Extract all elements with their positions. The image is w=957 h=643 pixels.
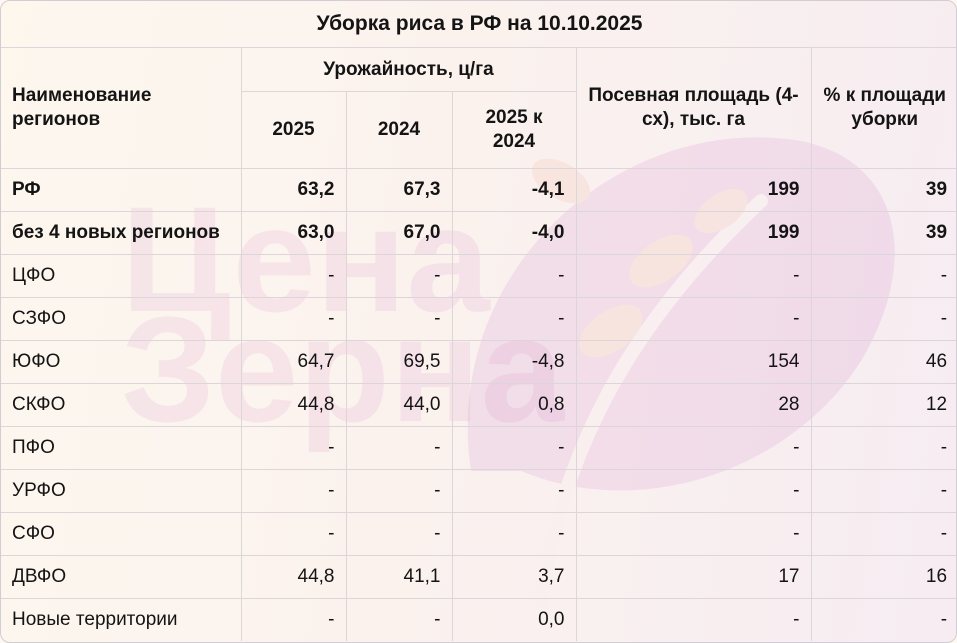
cell-yield-2025: 44,8 xyxy=(240,555,347,599)
cell-sown-area: - xyxy=(575,254,812,298)
cell-yield-2024: 69,5 xyxy=(345,340,453,384)
table-row: УРФО - - - - - xyxy=(1,469,956,513)
cell-yield-2024: - xyxy=(345,297,453,341)
table-row: СФО - - - - - xyxy=(1,512,956,556)
cell-yield-diff: - xyxy=(451,297,577,341)
cell-harvest-percent: - xyxy=(810,469,956,513)
cell-region-name: ЮФО xyxy=(1,340,242,384)
cell-region-name: РФ xyxy=(1,168,242,212)
cell-sown-area: - xyxy=(575,469,812,513)
cell-yield-2025: 63,0 xyxy=(240,211,347,255)
cell-region-name: без 4 новых регионов xyxy=(1,211,242,255)
cell-yield-2025: - xyxy=(240,598,347,641)
table-row: Новые территории - -0,0- - xyxy=(1,598,956,641)
table-row: ДВФО 44,8 41,1 3,7 17 16 xyxy=(1,555,956,599)
cell-sown-area: 28 xyxy=(575,383,812,427)
cell-yield-2025: 63,2 xyxy=(240,168,347,212)
table-row: СКФО 44,8 44,0 0,8 28 12 xyxy=(1,383,956,427)
cell-yield-diff: -4,8 xyxy=(451,340,577,384)
cell-region-name: СКФО xyxy=(1,383,242,427)
header-region-name: Наименование регионов xyxy=(1,47,242,169)
cell-yield-2024: 44,0 xyxy=(345,383,453,427)
cell-region-name: Новые территории xyxy=(1,598,242,641)
cell-yield-2024: - xyxy=(345,254,453,298)
cell-sown-area: 17 xyxy=(575,555,812,599)
cell-yield-diff: 3,7 xyxy=(451,555,577,599)
page-title: Уборка риса в РФ на 10.10.2025 xyxy=(1,1,956,48)
cell-yield-2024: 67,0 xyxy=(345,211,453,255)
cell-harvest-percent: 12 xyxy=(810,383,956,427)
cell-harvest-percent: - xyxy=(810,426,956,470)
cell-harvest-percent: - xyxy=(810,512,956,556)
cell-sown-area: - xyxy=(575,426,812,470)
cell-yield-diff: - xyxy=(451,469,577,513)
cell-yield-2025: 44,8 xyxy=(240,383,347,427)
table-row: ЮФО 64,7 69,5 -4,8 154 46 xyxy=(1,340,956,384)
cell-sown-area: - xyxy=(575,512,812,556)
cell-yield-2025: 64,7 xyxy=(240,340,347,384)
cell-yield-diff: - xyxy=(451,426,577,470)
cell-harvest-percent: 46 xyxy=(810,340,956,384)
cell-harvest-percent: 39 xyxy=(810,211,956,255)
cell-sown-area: 154 xyxy=(575,340,812,384)
table-row: РФ 63,2 67,3 -4,1 199 39 xyxy=(1,168,956,212)
cell-yield-2024: - xyxy=(345,426,453,470)
cell-sown-area: 199 xyxy=(575,168,812,212)
cell-region-name: ДВФО xyxy=(1,555,242,599)
table-row: ПФО - - - - - xyxy=(1,426,956,470)
header-sown-area: Посевная площадь (4-сх), тыс. га xyxy=(575,47,812,169)
cell-yield-2024: 67,3 xyxy=(345,168,453,212)
cell-sown-area: - xyxy=(575,297,812,341)
cell-yield-2024: - xyxy=(345,598,453,641)
cell-yield-diff: 0,0 xyxy=(451,598,577,641)
cell-yield-2025: - xyxy=(240,469,347,513)
cell-region-name: ПФО xyxy=(1,426,242,470)
cell-region-name: ЦФО xyxy=(1,254,242,298)
header-yield-group: Урожайность, ц/га xyxy=(240,47,577,92)
cell-harvest-percent: - xyxy=(810,254,956,298)
cell-region-name: УРФО xyxy=(1,469,242,513)
cell-harvest-percent: 39 xyxy=(810,168,956,212)
cell-harvest-percent: - xyxy=(810,297,956,341)
cell-yield-diff: -4,1 xyxy=(451,168,577,212)
cell-harvest-percent: - xyxy=(810,598,956,641)
cell-yield-2025: - xyxy=(240,254,347,298)
cell-yield-2024: - xyxy=(345,469,453,513)
header-year-2025: 2025 xyxy=(241,91,347,169)
cell-yield-diff: -4,0 xyxy=(451,211,577,255)
table-row: ЦФО - - - - - xyxy=(1,254,956,298)
header-year-2024: 2024 xyxy=(345,91,453,169)
cell-harvest-percent: 16 xyxy=(810,555,956,599)
cell-yield-diff: - xyxy=(451,254,577,298)
cell-yield-diff: 0,8 xyxy=(451,383,577,427)
cell-yield-diff: - xyxy=(451,512,577,556)
table-row: СЗФО - - - - - xyxy=(1,297,956,341)
cell-yield-2025: - xyxy=(240,512,347,556)
cell-yield-2024: 41,1 xyxy=(345,555,453,599)
header-harvest-percent: % к площади уборки xyxy=(810,47,956,169)
cell-sown-area: - xyxy=(575,598,812,641)
cell-sown-area: 199 xyxy=(575,211,812,255)
cell-region-name: СФО xyxy=(1,512,242,556)
cell-yield-2025: - xyxy=(240,297,347,341)
cell-yield-2025: - xyxy=(240,426,347,470)
cell-yield-2024: - xyxy=(345,512,453,556)
cell-region-name: СЗФО xyxy=(1,297,242,341)
header-diff: 2025 к 2024 xyxy=(451,91,576,169)
table-row: без 4 новых регионов 63,0 67,0 -4,0 199 39 xyxy=(1,211,956,255)
